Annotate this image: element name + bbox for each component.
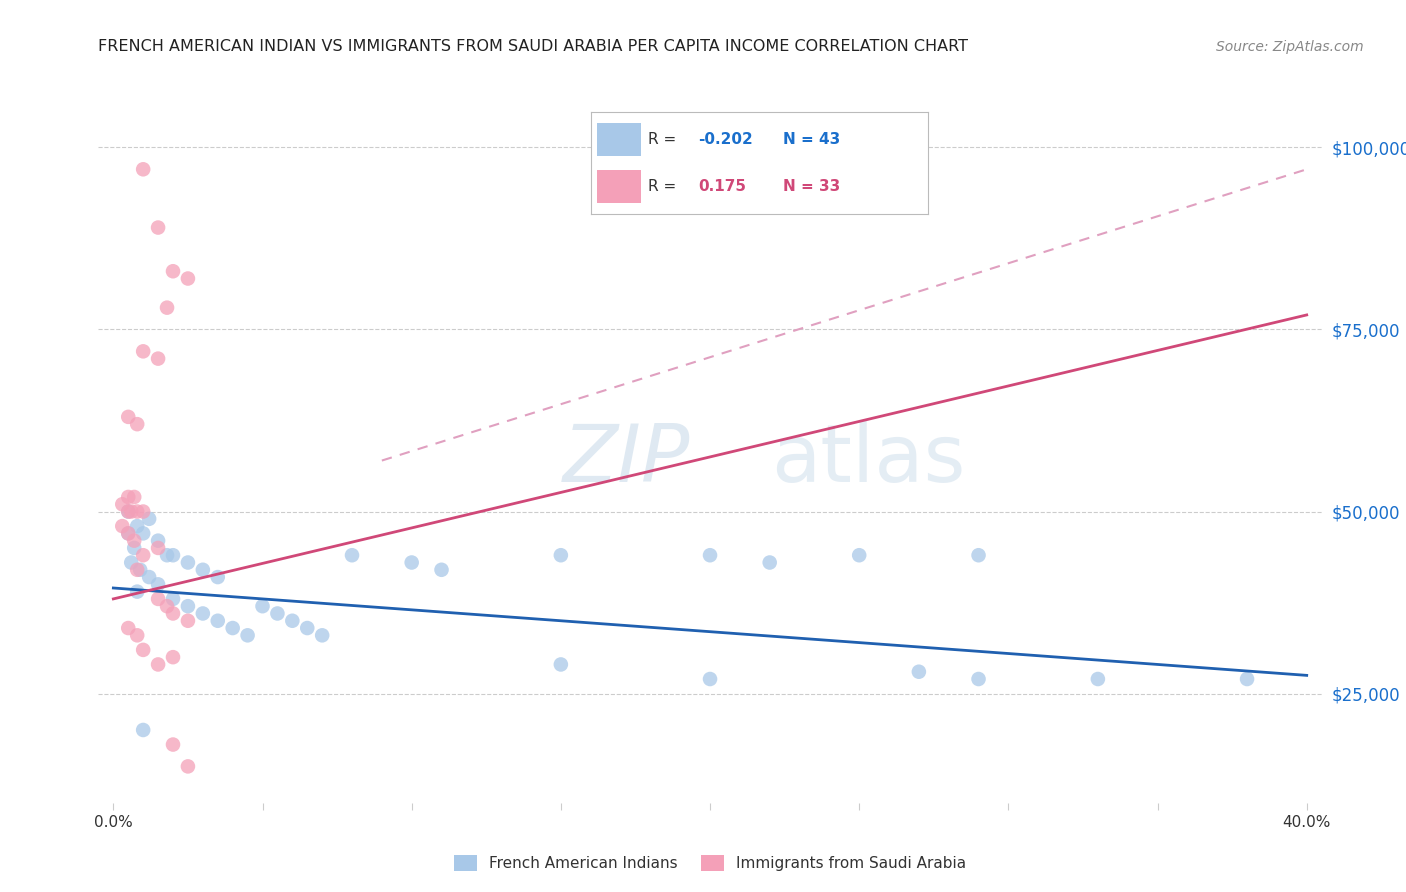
Point bbox=[162, 264, 184, 278]
Point bbox=[111, 497, 134, 511]
Point bbox=[120, 556, 142, 570]
Point bbox=[177, 614, 200, 628]
Point bbox=[908, 665, 931, 679]
Point bbox=[146, 533, 169, 548]
Text: ZIP: ZIP bbox=[564, 421, 690, 500]
Point bbox=[252, 599, 274, 614]
Text: R =: R = bbox=[648, 179, 686, 194]
Point bbox=[967, 548, 990, 562]
Text: R =: R = bbox=[648, 132, 681, 146]
Point bbox=[146, 541, 169, 555]
Point bbox=[127, 628, 149, 642]
Point bbox=[117, 504, 139, 518]
Point bbox=[401, 556, 423, 570]
Point bbox=[146, 351, 169, 366]
Point bbox=[191, 607, 214, 621]
Point bbox=[297, 621, 319, 635]
Point bbox=[138, 512, 160, 526]
Point bbox=[132, 504, 155, 518]
Text: FRENCH AMERICAN INDIAN VS IMMIGRANTS FROM SAUDI ARABIA PER CAPITA INCOME CORRELA: FRENCH AMERICAN INDIAN VS IMMIGRANTS FRO… bbox=[98, 38, 969, 54]
Point bbox=[132, 162, 155, 177]
Point bbox=[129, 563, 152, 577]
Point bbox=[146, 220, 169, 235]
Point bbox=[177, 556, 200, 570]
Text: 0.175: 0.175 bbox=[699, 179, 747, 194]
Point bbox=[122, 541, 145, 555]
Point bbox=[699, 548, 721, 562]
Point bbox=[207, 570, 229, 584]
Point bbox=[127, 519, 149, 533]
Point bbox=[132, 723, 155, 737]
Point bbox=[340, 548, 363, 562]
Point bbox=[146, 657, 169, 672]
Point bbox=[127, 563, 149, 577]
Point bbox=[117, 490, 139, 504]
Point bbox=[156, 548, 179, 562]
Text: N = 43: N = 43 bbox=[783, 132, 841, 146]
Point bbox=[162, 738, 184, 752]
Point bbox=[162, 591, 184, 606]
Point bbox=[311, 628, 333, 642]
Point bbox=[120, 504, 142, 518]
Point bbox=[162, 548, 184, 562]
Point bbox=[266, 607, 288, 621]
Point bbox=[699, 672, 721, 686]
Point bbox=[177, 759, 200, 773]
Point bbox=[146, 591, 169, 606]
Point bbox=[132, 548, 155, 562]
Point bbox=[162, 650, 184, 665]
Point bbox=[1087, 672, 1109, 686]
Legend: French American Indians, Immigrants from Saudi Arabia: French American Indians, Immigrants from… bbox=[449, 849, 972, 877]
Point bbox=[156, 599, 179, 614]
Point bbox=[122, 490, 145, 504]
Point bbox=[132, 526, 155, 541]
Text: Source: ZipAtlas.com: Source: ZipAtlas.com bbox=[1216, 39, 1364, 54]
Point bbox=[146, 577, 169, 591]
Point bbox=[191, 563, 214, 577]
Point bbox=[122, 533, 145, 548]
Point bbox=[758, 556, 780, 570]
Point bbox=[1236, 672, 1258, 686]
FancyBboxPatch shape bbox=[598, 123, 641, 155]
Point bbox=[967, 672, 990, 686]
Point bbox=[236, 628, 259, 642]
Point bbox=[117, 526, 139, 541]
Point bbox=[117, 526, 139, 541]
Point bbox=[221, 621, 243, 635]
Text: atlas: atlas bbox=[772, 421, 966, 500]
Point bbox=[132, 643, 155, 657]
Point bbox=[281, 614, 304, 628]
Point bbox=[177, 271, 200, 285]
Text: -0.202: -0.202 bbox=[699, 132, 754, 146]
Point bbox=[117, 504, 139, 518]
FancyBboxPatch shape bbox=[598, 170, 641, 202]
Point bbox=[127, 584, 149, 599]
Point bbox=[127, 417, 149, 432]
Point bbox=[550, 657, 572, 672]
Point bbox=[162, 607, 184, 621]
Point bbox=[156, 301, 179, 315]
Point bbox=[117, 409, 139, 424]
Point bbox=[430, 563, 453, 577]
Point bbox=[138, 570, 160, 584]
Point bbox=[207, 614, 229, 628]
Point bbox=[127, 504, 149, 518]
Point bbox=[117, 621, 139, 635]
Text: N = 33: N = 33 bbox=[783, 179, 841, 194]
Point bbox=[177, 599, 200, 614]
Point bbox=[550, 548, 572, 562]
Point bbox=[848, 548, 870, 562]
Point bbox=[111, 519, 134, 533]
Point bbox=[132, 344, 155, 359]
